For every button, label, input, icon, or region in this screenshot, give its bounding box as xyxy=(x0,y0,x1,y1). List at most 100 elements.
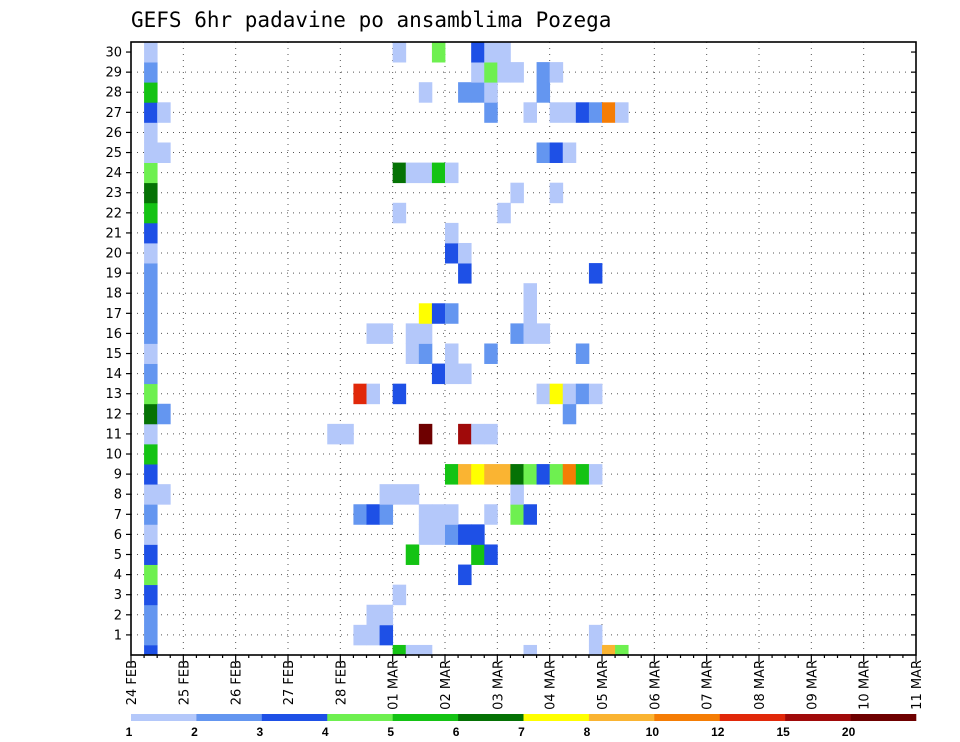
y-tick-label: 10 xyxy=(105,448,122,463)
data-cell xyxy=(144,544,158,565)
data-cell xyxy=(144,464,158,485)
data-cell xyxy=(523,323,537,344)
legend-swatch xyxy=(261,714,328,721)
data-cell xyxy=(484,464,498,485)
data-cell xyxy=(445,363,459,385)
data-cell xyxy=(366,604,380,626)
data-cells xyxy=(144,42,629,656)
data-cell xyxy=(144,363,158,385)
legend-swatch xyxy=(588,714,655,721)
data-cell xyxy=(144,504,158,525)
data-cell xyxy=(445,242,459,264)
data-cell xyxy=(588,263,603,284)
legend-label: 10 xyxy=(646,725,660,739)
x-tick-label: 10 MAR xyxy=(858,660,873,710)
data-cell xyxy=(458,363,472,385)
data-cell xyxy=(144,202,158,224)
data-cell xyxy=(144,524,158,545)
data-cell xyxy=(144,403,158,425)
data-cell xyxy=(588,624,603,646)
data-cell xyxy=(497,62,511,83)
chart-title: GEFS 6hr padavine po ansamblima Pozega xyxy=(131,8,611,32)
data-cell xyxy=(497,42,511,63)
data-cell xyxy=(536,82,551,103)
data-cell xyxy=(366,624,380,646)
legend-label: 2 xyxy=(191,725,198,739)
data-cell xyxy=(471,423,485,445)
y-axis: 1234567891011121314151617181920212223242… xyxy=(105,46,916,643)
data-cell xyxy=(144,263,158,284)
data-cell xyxy=(418,524,433,545)
data-cell xyxy=(144,222,158,244)
data-cell xyxy=(418,343,433,364)
data-cell xyxy=(484,42,498,63)
data-cell xyxy=(392,162,407,184)
data-cell xyxy=(523,303,537,324)
data-cell xyxy=(523,464,537,485)
data-cell xyxy=(431,504,446,525)
data-cell xyxy=(392,383,407,405)
data-cell xyxy=(353,624,367,646)
data-cell xyxy=(144,42,158,63)
y-tick-label: 3 xyxy=(114,588,122,603)
data-cell xyxy=(366,323,380,344)
y-tick-label: 7 xyxy=(114,508,122,523)
data-cell xyxy=(549,464,564,485)
data-cell xyxy=(523,504,537,525)
y-tick-label: 20 xyxy=(105,247,122,262)
y-tick-label: 4 xyxy=(114,568,122,583)
data-cell xyxy=(510,323,524,344)
y-tick-label: 12 xyxy=(105,407,122,422)
data-cell xyxy=(144,584,158,606)
data-cell xyxy=(588,644,603,656)
data-cell xyxy=(445,343,459,364)
data-cell xyxy=(418,162,433,184)
y-tick-label: 18 xyxy=(105,287,122,302)
x-tick-label: 01 MAR xyxy=(387,660,402,710)
data-cell xyxy=(144,283,158,304)
data-cell xyxy=(392,42,407,63)
x-tick-label: 07 MAR xyxy=(701,660,716,710)
data-cell xyxy=(445,524,459,545)
data-cell xyxy=(379,504,394,525)
data-cell xyxy=(431,303,446,324)
data-cell xyxy=(144,604,158,626)
data-cell xyxy=(392,584,407,606)
legend-label: 15 xyxy=(776,725,790,739)
data-cell xyxy=(379,323,394,344)
x-tick-label: 03 MAR xyxy=(491,660,506,710)
data-cell xyxy=(157,142,171,163)
data-cell xyxy=(144,242,158,264)
data-cell xyxy=(523,283,537,304)
y-tick-label: 15 xyxy=(105,347,122,362)
data-cell xyxy=(615,102,629,123)
legend-swatch xyxy=(785,714,851,721)
y-tick-label: 28 xyxy=(105,86,122,101)
data-cell xyxy=(144,624,158,646)
data-cell xyxy=(445,464,459,485)
data-cell xyxy=(144,443,158,465)
data-cell xyxy=(458,242,472,264)
legend-swatch xyxy=(196,714,263,721)
data-cell xyxy=(484,504,498,525)
data-cell xyxy=(144,182,158,204)
data-cell xyxy=(392,484,407,505)
data-cell xyxy=(588,383,603,405)
data-cell xyxy=(157,484,171,505)
color-legend: 1 2 3 4 5 6 7 8 10 12 15 20 xyxy=(126,714,917,739)
data-cell xyxy=(392,644,407,656)
data-cell xyxy=(484,82,498,103)
data-cell xyxy=(562,383,577,405)
data-cell xyxy=(549,62,564,83)
data-cell xyxy=(562,403,577,425)
grid-lines xyxy=(130,42,917,655)
y-tick-label: 23 xyxy=(105,186,122,201)
data-cell xyxy=(431,363,446,385)
data-cell xyxy=(523,644,537,656)
data-cell xyxy=(327,423,341,445)
data-cell xyxy=(471,524,485,545)
data-cell xyxy=(144,323,158,344)
data-cell xyxy=(431,42,446,63)
data-cell xyxy=(471,544,485,565)
data-cell xyxy=(458,464,472,485)
